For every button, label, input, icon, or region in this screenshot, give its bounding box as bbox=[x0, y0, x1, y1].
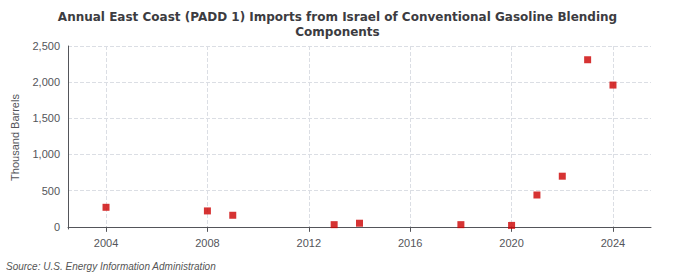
svg-text:1,500: 1,500 bbox=[32, 112, 60, 124]
svg-text:1,000: 1,000 bbox=[32, 148, 60, 160]
svg-text:0: 0 bbox=[54, 221, 60, 233]
svg-text:2,000: 2,000 bbox=[32, 76, 60, 88]
svg-text:Thousand Barrels: Thousand Barrels bbox=[9, 94, 21, 181]
svg-text:Annual East Coast (PADD 1) Imp: Annual East Coast (PADD 1) Imports from … bbox=[58, 10, 617, 24]
svg-text:2020: 2020 bbox=[499, 237, 523, 249]
svg-text:Components: Components bbox=[295, 25, 380, 39]
svg-text:2008: 2008 bbox=[195, 237, 219, 249]
svg-text:2,500: 2,500 bbox=[32, 40, 60, 52]
svg-text:500: 500 bbox=[42, 185, 60, 197]
svg-text:2012: 2012 bbox=[297, 237, 321, 249]
svg-text:2004: 2004 bbox=[94, 237, 118, 249]
svg-text:2024: 2024 bbox=[601, 237, 625, 249]
svg-text:2016: 2016 bbox=[398, 237, 422, 249]
svg-text:Source: U.S. Energy Informatio: Source: U.S. Energy Information Administ… bbox=[6, 261, 216, 272]
